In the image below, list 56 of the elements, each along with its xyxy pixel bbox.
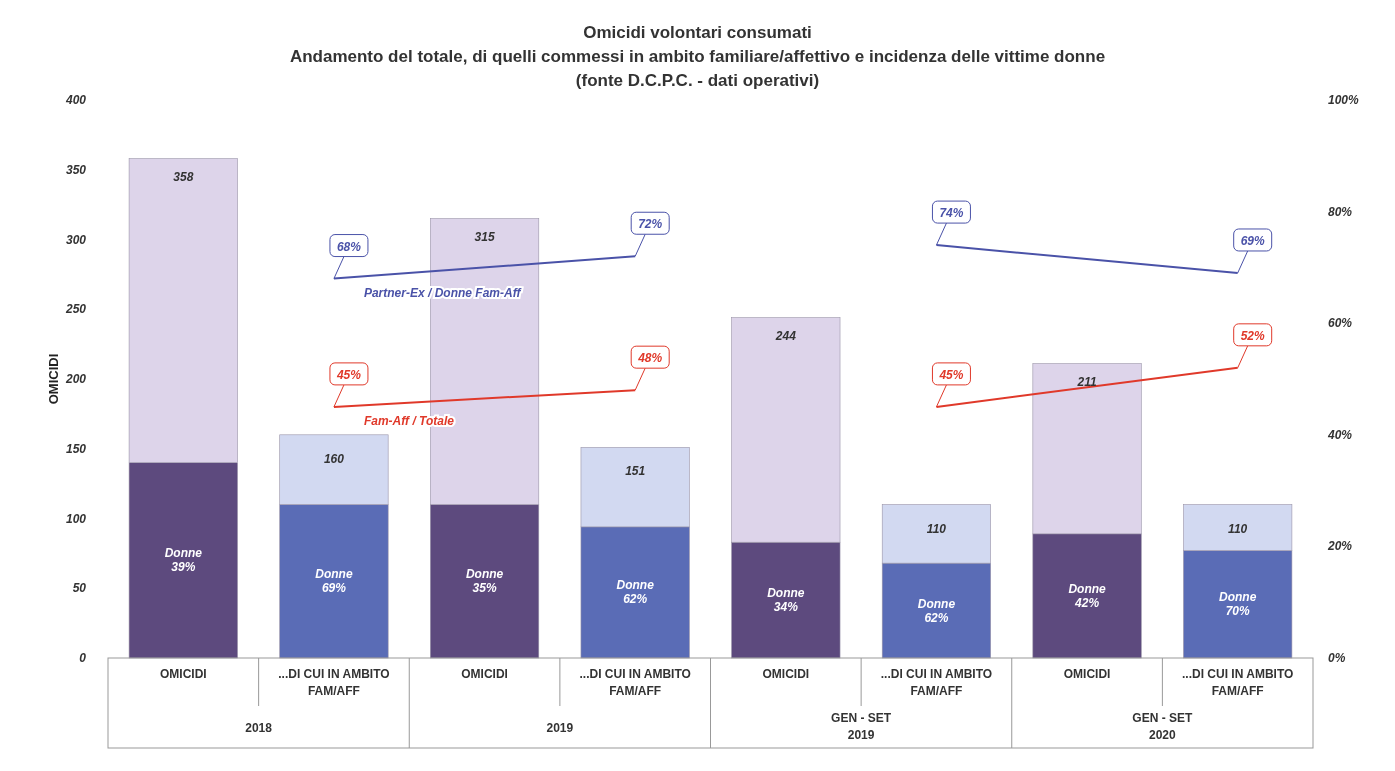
y-tick-label: 100	[65, 511, 87, 526]
x-tick-label: ...DI CUI IN AMBITO FAM/AFF	[1182, 667, 1294, 698]
data-label: Donne 34%	[767, 586, 805, 615]
total-label: 211	[1076, 374, 1097, 389]
x-tick-label: ...DI CUI IN AMBITO FAM/AFF	[278, 667, 390, 698]
y2-tick-label: 0%	[1328, 651, 1346, 665]
data-label: Donne 70%	[1219, 590, 1257, 619]
total-label: 160	[323, 451, 345, 466]
data-label: 52%	[1240, 328, 1266, 343]
y2-tick-label: 80%	[1328, 204, 1353, 219]
text: GEN - SET 2020	[1132, 711, 1194, 742]
data-label: 68%	[336, 239, 362, 254]
data-label: 45%	[938, 367, 964, 382]
data-label: Donne 39%	[164, 546, 203, 575]
x-tick-label: OMICIDI	[762, 667, 810, 681]
data-label: Donne 62%	[917, 596, 956, 625]
y-tick-label: 350	[65, 162, 87, 177]
x-tick-label: OMICIDI	[1063, 667, 1111, 681]
y-tick-label: 50	[72, 581, 87, 596]
y2-tick-label: 40%	[1327, 427, 1353, 442]
data-label: Donne 62%	[616, 578, 655, 607]
total-label: 244	[774, 328, 797, 343]
data-label: 72%	[638, 217, 663, 232]
data-label: 69%	[1240, 233, 1266, 248]
y-axis-title: OMICIDI	[46, 353, 61, 405]
data-label: Donne 42%	[1068, 581, 1107, 610]
y-tick-label: 200	[64, 372, 87, 386]
total-label: 315	[474, 229, 495, 244]
y2-tick-label: 60%	[1328, 316, 1353, 331]
x-tick-label: OMICIDI	[159, 667, 207, 681]
y-tick-label: 150	[65, 441, 87, 456]
data-label: Donne 35%	[465, 567, 504, 596]
y-tick-label: 400	[64, 93, 87, 107]
text: GEN - SET 2019	[831, 711, 892, 742]
data-label: Donne 69%	[315, 567, 353, 596]
chart-subtitle: Andamento del totale, di quelli commessi in ambito familiare/affettivo e incidenza delle vittime donne (fonte D.C.P.C. - dati operativi)	[289, 47, 1106, 90]
data-label: 45%	[335, 367, 362, 382]
y-tick-label: 0	[79, 651, 87, 665]
y2-tick-label: 20%	[1327, 539, 1353, 554]
text: 2019	[546, 721, 574, 735]
y2-tick-label: 100%	[1328, 93, 1360, 107]
total-label: 110	[926, 521, 947, 536]
y-tick-label: 250	[64, 302, 87, 317]
data-label: 48%	[637, 351, 663, 366]
total-label: 358	[173, 169, 194, 184]
x-tick-label: OMICIDI	[461, 667, 508, 681]
series-label: Partner-Ex / Donne Fam-Aff	[363, 285, 522, 300]
x-tick-label: ...DI CUI IN AMBITO FAM/AFF	[880, 667, 993, 698]
chart-title: Omicidi volontari consumati	[583, 23, 812, 42]
total-label: 151	[625, 464, 646, 479]
y-tick-label: 300	[65, 232, 87, 247]
text: 2018	[245, 721, 273, 735]
total-label: 110	[1228, 521, 1248, 536]
x-tick-label: ...DI CUI IN AMBITO FAM/AFF	[579, 667, 691, 698]
series-label: Fam-Aff / Totale	[363, 413, 455, 428]
data-label: 74%	[939, 206, 964, 221]
